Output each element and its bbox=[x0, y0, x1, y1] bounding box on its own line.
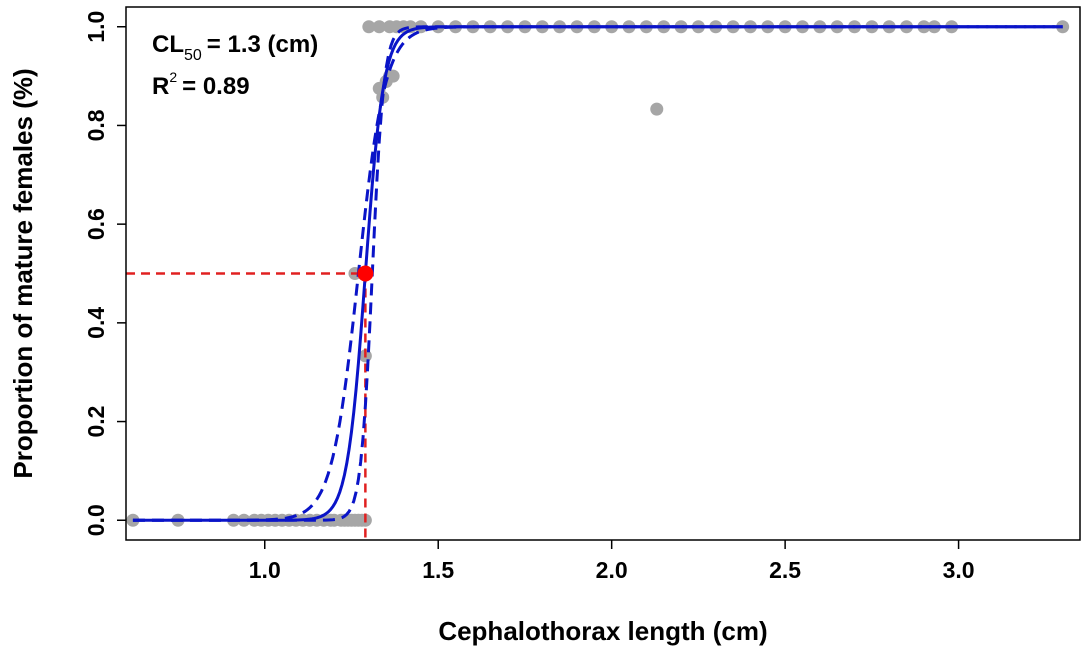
l50-marker bbox=[357, 265, 374, 282]
r-squared-annotation: R2 = 0.89 bbox=[152, 69, 250, 100]
ci-lower-curve bbox=[132, 25, 1063, 522]
logistic-fit-curve bbox=[132, 25, 1063, 522]
fit-curves bbox=[132, 25, 1063, 522]
axes: 1.0 1.5 2.0 2.5 3.0 0.0 0.2 0.4 0.6 0.8 1.0 bbox=[83, 6, 1081, 583]
cl50-value: = 1.3 (cm) bbox=[207, 31, 318, 58]
y-tick-label: 0.0 bbox=[83, 504, 109, 536]
l50-point bbox=[357, 265, 374, 282]
data-point bbox=[650, 102, 664, 116]
r2-superscript: 2 bbox=[169, 69, 177, 85]
y-tick-label: 1.0 bbox=[83, 11, 109, 43]
y-tick-label: 0.8 bbox=[83, 109, 109, 141]
r2-value: = 0.89 bbox=[182, 73, 249, 100]
r2-prefix: R bbox=[152, 73, 169, 100]
data-point bbox=[386, 69, 400, 83]
data-point bbox=[126, 513, 140, 527]
data-point bbox=[1056, 20, 1070, 34]
x-tick-label: 3.0 bbox=[943, 557, 975, 583]
cl50-annotation: CL50 = 1.3 (cm) bbox=[152, 31, 318, 64]
ci-upper-curve bbox=[132, 25, 1063, 522]
data-point bbox=[372, 20, 386, 34]
x-tick-label: 1.5 bbox=[422, 557, 454, 583]
cl50-prefix: CL bbox=[152, 31, 184, 58]
x-axis-title: Cephalothorax length (cm) bbox=[438, 616, 767, 646]
cl50-subscript: 50 bbox=[184, 47, 202, 64]
l50-reference-lines bbox=[126, 272, 367, 540]
x-tick-label: 2.0 bbox=[596, 557, 628, 583]
y-tick-label: 0.6 bbox=[83, 208, 109, 240]
y-tick-label: 0.4 bbox=[83, 307, 109, 339]
data-point bbox=[362, 20, 376, 34]
x-tick-label: 2.5 bbox=[769, 557, 801, 583]
plot-frame bbox=[125, 6, 1081, 541]
x-tick-label: 1.0 bbox=[249, 557, 281, 583]
y-tick-label: 0.2 bbox=[83, 406, 109, 438]
y-axis-title: Proportion of mature females (%) bbox=[8, 68, 38, 478]
